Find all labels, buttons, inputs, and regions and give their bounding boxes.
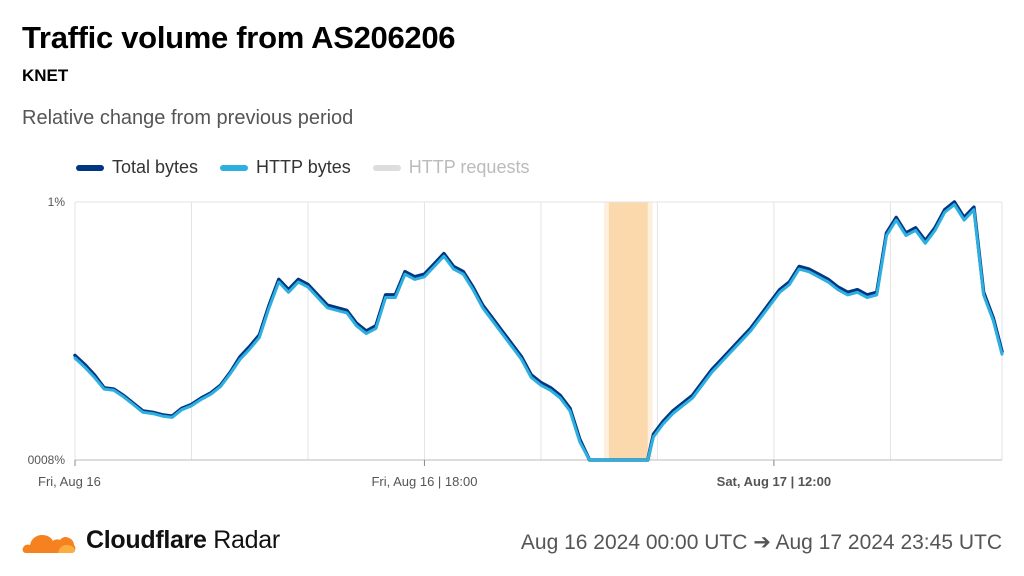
outage-band xyxy=(608,202,648,460)
chart-legend: Total bytes HTTP bytes HTTP requests xyxy=(76,157,529,178)
legend-swatch-http-requests xyxy=(372,164,401,171)
legend-label-http-requests: HTTP requests xyxy=(408,157,530,177)
y-tick-label-bottom: 0008% xyxy=(28,453,66,467)
brand-name-regular: Radar xyxy=(213,526,280,554)
chart-description: Relative change from previous period xyxy=(22,107,354,129)
traffic-line-chart: 1% 0008% Fri, Aug 16 Fri, Aug 16 | 18:00 Sat… xyxy=(28,195,1004,489)
legend-label-total-bytes: Total bytes xyxy=(112,157,199,177)
x-tick-label-1: Fri, Aug 16 | 18:00 xyxy=(371,474,477,489)
legend-item-http-bytes[interactable]: HTTP bytes xyxy=(220,157,351,178)
chart-subtitle: KNET xyxy=(22,66,69,85)
legend-swatch-total-bytes xyxy=(76,164,104,171)
cloudflare-radar-logo: Cloudflare Radar xyxy=(22,526,280,555)
legend-item-total-bytes[interactable]: Total bytes xyxy=(76,157,198,178)
x-tick-label-0: Fri, Aug 16 xyxy=(38,474,101,489)
legend-item-http-requests[interactable]: HTTP requests xyxy=(372,157,530,178)
date-range: Aug 16 2024 00:00 UTC ➔ Aug 17 2024 23:4… xyxy=(520,531,1002,554)
legend-label-http-bytes: HTTP bytes xyxy=(256,157,351,177)
series-line-http-bytes xyxy=(73,203,1004,462)
x-tick-label-2: Sat, Aug 17 | 12:00 xyxy=(717,474,831,489)
chart-title: Traffic volume from AS206206 xyxy=(22,20,456,55)
brand-name: Cloudflare Radar xyxy=(86,526,280,555)
y-tick-label-top: 1% xyxy=(48,195,66,209)
legend-swatch-http-bytes xyxy=(220,164,249,171)
cloudflare-cloud-icon xyxy=(22,534,76,553)
brand-name-bold: Cloudflare xyxy=(86,526,207,554)
series-line-total-bytes xyxy=(73,200,1004,462)
